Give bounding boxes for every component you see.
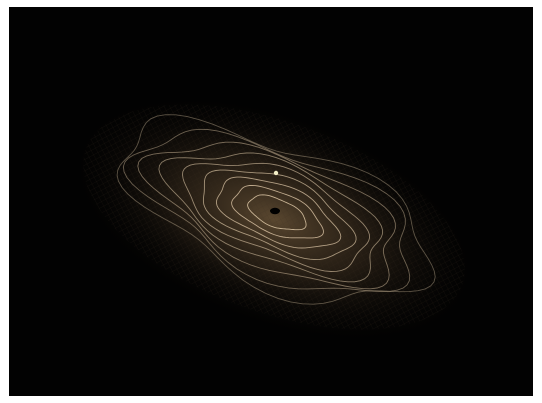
contour-line: [216, 176, 342, 249]
contour-line: [231, 184, 324, 239]
contour-line: [158, 152, 384, 283]
light-marker: [273, 170, 279, 176]
contour-line: [137, 141, 396, 290]
contour-surface-render: [53, 59, 495, 375]
contour-line: [247, 194, 307, 231]
contour-line: [182, 162, 370, 272]
render-viewport: [9, 7, 533, 396]
contour-line: [202, 169, 357, 261]
contour-lines: [116, 114, 436, 305]
contour-line: [122, 128, 411, 293]
contour-line: [116, 114, 436, 305]
dark-marker: [270, 207, 280, 215]
